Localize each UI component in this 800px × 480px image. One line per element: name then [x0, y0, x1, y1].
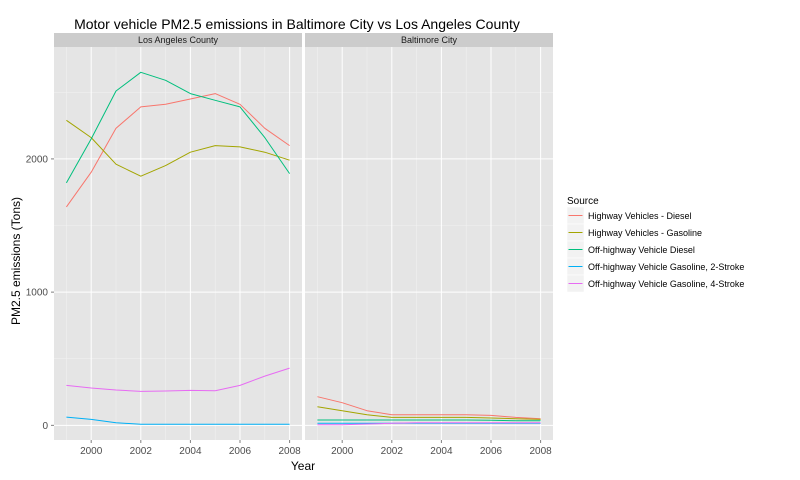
panel-los-angeles-county: Los Angeles County 2000 2002 2004 2006 2008 0 1… [26, 33, 302, 457]
legend-item-off-highway-vehicle-gasoline-2-stroke: Off-highway Vehicle Gasoline, 2-Stroke [566, 257, 744, 276]
legend-item-highway-vehicles-gasoline: Highway Vehicles - Gasoline [566, 223, 702, 242]
x-tick-label: 2008 [278, 446, 301, 457]
legend: Source Highway Vehicles - Diesel Highway … [566, 196, 744, 293]
panel-baltimore-city: Baltimore City 2000 2002 2004 2006 2008 [305, 33, 553, 457]
facet-strip-label: Baltimore City [401, 35, 458, 45]
x-tick-label: 2006 [480, 446, 503, 457]
y-tick-label: 1000 [26, 288, 49, 299]
series-line-off-highway-vehicle-gasoline-4-stroke [66, 367, 290, 392]
legend-label: Off-highway Vehicle Gasoline, 4-Stroke [588, 279, 744, 289]
plot-background [305, 47, 553, 440]
legend-label: Off-highway Vehicle Gasoline, 2-Stroke [588, 262, 744, 272]
series-line-off-highway-vehicle-diesel [65, 71, 291, 184]
legend-item-off-highway-vehicle-diesel: Off-highway Vehicle Diesel [566, 240, 695, 259]
x-tick-label: 2000 [331, 446, 354, 457]
facet-strip-label: Los Angeles County [138, 35, 219, 45]
x-tick-label: 2004 [430, 446, 453, 457]
legend-label: Highway Vehicles - Gasoline [588, 228, 702, 238]
x-axis-label: Year [291, 459, 315, 473]
series-line-off-highway-vehicle-diesel [317, 419, 541, 422]
legend-label: Highway Vehicles - Diesel [588, 211, 692, 221]
y-axis-label: PM2.5 emissions (Tons) [9, 197, 23, 325]
chart-title: Motor vehicle PM2.5 emissions in Baltimo… [74, 16, 520, 32]
legend-title: Source [567, 196, 599, 207]
facet-panels: Los Angeles County 2000 2002 2004 2006 2008 0 1… [26, 33, 553, 457]
legend-item-highway-vehicles-diesel: Highway Vehicles - Diesel [566, 206, 692, 225]
x-tick-label: 2004 [179, 446, 202, 457]
series-line-highway-vehicles-diesel [317, 396, 541, 420]
plot-background [54, 47, 302, 440]
x-tick-label: 2008 [529, 446, 552, 457]
series-line-highway-vehicles-gasoline [66, 119, 290, 177]
x-tick-label: 2006 [229, 446, 252, 457]
legend-item-off-highway-vehicle-gasoline-4-stroke: Off-highway Vehicle Gasoline, 4-Stroke [566, 274, 744, 293]
x-tick-label: 2000 [80, 446, 103, 457]
y-tick-label: 0 [42, 421, 48, 432]
series-line-highway-vehicles-gasoline [317, 406, 541, 420]
x-tick-label: 2002 [130, 446, 153, 457]
series-line-off-highway-vehicle-gasoline-4-stroke [317, 422, 541, 426]
facet-strip [54, 33, 302, 47]
x-tick-label: 2002 [381, 446, 404, 457]
series-line-off-highway-vehicle-gasoline-2-stroke [66, 416, 290, 425]
y-tick-label: 2000 [26, 154, 49, 165]
facet-strip [305, 33, 553, 47]
legend-label: Off-highway Vehicle Diesel [588, 245, 695, 255]
